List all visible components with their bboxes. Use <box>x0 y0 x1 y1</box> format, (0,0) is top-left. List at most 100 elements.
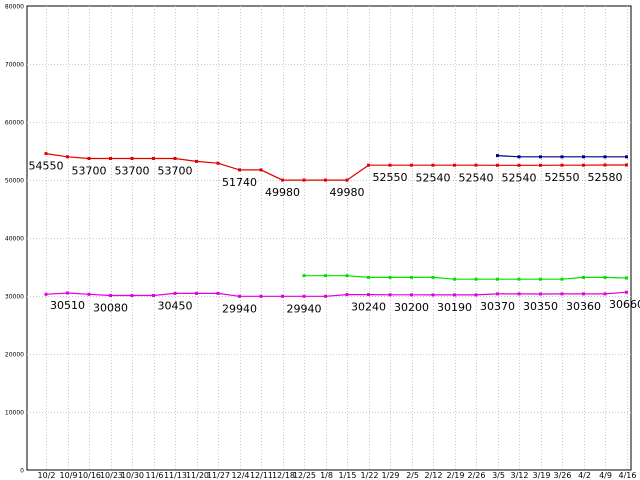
x-tick-label: 4/9 <box>599 471 612 480</box>
data-point <box>130 157 134 160</box>
data-point <box>517 155 521 159</box>
data-label: 51740 <box>222 176 257 189</box>
data-point <box>388 275 392 279</box>
data-label: 30200 <box>394 301 429 314</box>
data-point <box>625 276 628 280</box>
data-point <box>410 275 413 279</box>
x-tick-label: 1/22 <box>361 471 379 480</box>
y-tick-label: 80000 <box>5 4 24 11</box>
series-line <box>304 275 627 280</box>
data-label: 29940 <box>222 302 257 315</box>
x-tick-label: 10/30 <box>121 471 144 480</box>
data-point <box>195 291 198 295</box>
data-label: 52550 <box>545 171 580 184</box>
data-point <box>388 293 392 297</box>
data-point <box>582 155 585 159</box>
data-point <box>453 277 456 281</box>
x-tick-label: 12/18 <box>272 471 295 480</box>
x-tick-label: 11/13 <box>164 471 187 480</box>
x-tick-label: 3/26 <box>554 471 572 480</box>
x-tick-label: 2/12 <box>425 471 443 480</box>
x-tick-label: 10/16 <box>78 471 101 480</box>
data-point <box>517 163 521 167</box>
x-tick-label: 2/26 <box>468 471 486 480</box>
data-point <box>216 291 220 295</box>
data-point <box>345 274 349 278</box>
data-point <box>44 292 48 296</box>
data-point <box>87 157 91 160</box>
data-point <box>87 292 91 296</box>
x-tick-label: 12/11 <box>250 471 273 480</box>
data-point <box>453 163 456 167</box>
data-point <box>281 294 284 298</box>
grid <box>26 5 632 471</box>
data-point <box>410 163 413 167</box>
data-point <box>410 293 413 297</box>
data-point <box>302 274 306 278</box>
data-point <box>302 178 306 182</box>
data-point <box>66 291 69 295</box>
data-point <box>195 159 198 163</box>
data-label: 52580 <box>588 171 623 184</box>
data-label: 52540 <box>416 171 451 184</box>
data-point <box>324 294 327 298</box>
data-point <box>603 292 607 296</box>
data-labels: 54550 53700 53700 53700 51740 49980 49980 52550… <box>29 160 640 316</box>
plot-frame <box>26 5 632 471</box>
data-point <box>173 157 177 160</box>
data-point <box>603 275 607 279</box>
data-label: 52540 <box>502 171 537 184</box>
data-point <box>625 155 628 159</box>
series-lines <box>44 152 628 298</box>
data-point <box>302 294 306 298</box>
y-tick-label: 70000 <box>5 62 24 69</box>
data-point <box>603 155 607 159</box>
x-tick-label: 1/15 <box>339 471 357 480</box>
data-point <box>238 168 241 172</box>
data-point <box>625 290 628 294</box>
data-label: 54550 <box>29 160 64 173</box>
x-tick-label: 10/9 <box>60 471 78 480</box>
data-point <box>367 293 370 297</box>
data-point <box>474 163 478 167</box>
data-point <box>324 274 327 278</box>
data-point <box>474 293 478 297</box>
data-label: 52550 <box>373 171 408 184</box>
data-point <box>66 155 69 159</box>
data-point <box>345 293 349 297</box>
data-label: 49980 <box>330 186 365 199</box>
data-point <box>539 292 542 296</box>
y-tick-label: 10000 <box>5 410 24 417</box>
data-label: 30450 <box>158 299 193 312</box>
data-point <box>367 163 370 167</box>
data-point <box>517 292 521 296</box>
data-point <box>496 292 499 296</box>
data-point <box>560 163 564 167</box>
data-label: 53700 <box>115 165 150 178</box>
data-point <box>539 155 542 159</box>
x-tick-label: 12/25 <box>293 471 316 480</box>
x-tick-label: 10/23 <box>100 471 123 480</box>
data-point <box>367 275 370 279</box>
data-point <box>625 163 628 167</box>
x-tick-label: 2/19 <box>447 471 465 480</box>
data-point <box>388 163 392 167</box>
x-tick-label: 3/12 <box>511 471 529 480</box>
data-label: 29940 <box>287 302 322 315</box>
data-point <box>582 292 585 296</box>
data-point <box>238 294 241 298</box>
data-point <box>345 178 349 182</box>
x-tick-label: 1/8 <box>320 471 333 480</box>
y-tick-label: 50000 <box>5 178 24 185</box>
x-tick-label: 11/6 <box>146 471 164 480</box>
data-label: 30080 <box>93 302 128 315</box>
data-point <box>496 277 499 281</box>
data-label: 30660 <box>609 298 640 311</box>
data-point <box>281 178 284 182</box>
series-line <box>45 153 627 181</box>
data-label: 30510 <box>50 299 85 312</box>
data-point <box>496 154 499 158</box>
x-tick-label: 10/2 <box>38 471 56 480</box>
data-point <box>109 157 112 160</box>
